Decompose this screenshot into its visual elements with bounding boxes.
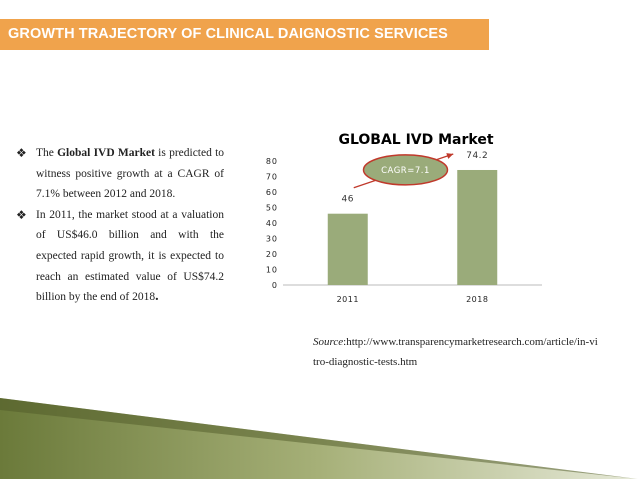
bullet-period: . bbox=[155, 289, 159, 305]
y-tick-label: 80 bbox=[266, 157, 278, 166]
bullet-text: is predicted to witness positive growth … bbox=[36, 147, 225, 201]
source-citation: Source:http://www.transparencymarketrese… bbox=[313, 332, 598, 372]
data-label: 46 bbox=[342, 195, 354, 205]
x-tick-label: 2018 bbox=[466, 295, 488, 304]
bold-text: Market bbox=[117, 147, 155, 159]
y-tick-label: 60 bbox=[266, 188, 278, 197]
data-label: 74.2 bbox=[466, 151, 488, 161]
y-tick-label: 0 bbox=[272, 281, 278, 290]
y-tick-label: 70 bbox=[266, 173, 278, 182]
checkmark-bullet-icon: ❖ bbox=[16, 207, 27, 222]
header-bar: GROWTH TRAJECTORY OF CLINICAL DAIGNOSTIC… bbox=[0, 19, 489, 50]
y-tick-label: 30 bbox=[266, 235, 278, 244]
source-label: Source bbox=[313, 336, 344, 348]
growth-arrow-icon bbox=[446, 153, 454, 159]
x-tick-label: 2011 bbox=[337, 295, 359, 304]
page-title: GROWTH TRAJECTORY OF CLINICAL DAIGNOSTIC… bbox=[8, 26, 448, 42]
checkmark-bullet-icon: ❖ bbox=[16, 146, 27, 160]
ivd-market-chart: GLOBAL IVD Market 0 10 20 30 40 50 60 70 80 46 2011… bbox=[266, 132, 542, 304]
bullet-item-1: ❖ The Global IVD Market is predicted to … bbox=[16, 143, 224, 205]
y-tick-label: 10 bbox=[266, 266, 278, 275]
chart-title: GLOBAL IVD Market bbox=[338, 132, 493, 148]
y-tick-label: 20 bbox=[266, 250, 278, 259]
cagr-annotation: CAGR=7.1 bbox=[381, 166, 430, 176]
bullet-list: ❖ The Global IVD Market is predicted to … bbox=[16, 143, 224, 308]
decorative-wedge bbox=[0, 398, 638, 479]
bold-text: Global bbox=[57, 147, 91, 159]
bold-text: IVD bbox=[93, 147, 115, 159]
y-tick-label: 50 bbox=[266, 204, 278, 213]
bar-2018 bbox=[457, 169, 498, 285]
cagr-ellipse bbox=[362, 154, 449, 186]
bar-2011 bbox=[327, 213, 368, 285]
y-tick-label: 40 bbox=[266, 219, 278, 228]
source-url: :http://www.transparencymarketresearch.c… bbox=[313, 336, 598, 368]
wedge-edge bbox=[0, 398, 638, 479]
bullet-text: The bbox=[36, 147, 58, 159]
bullet-item-2: ❖ In 2011, the market stood at a valuati… bbox=[16, 205, 224, 308]
bullet-text: In 2011, the market stood at a valuation… bbox=[36, 208, 224, 304]
